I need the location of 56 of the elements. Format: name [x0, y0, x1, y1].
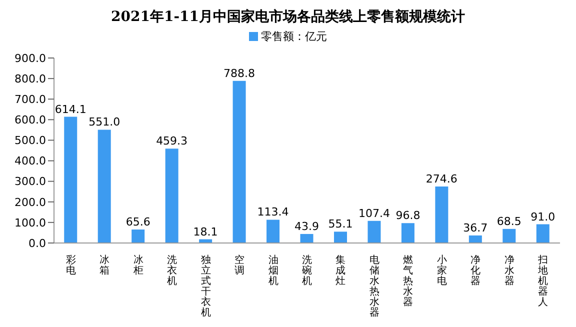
y-tick-label: 800.0 — [14, 72, 46, 86]
bar — [536, 224, 550, 243]
bar — [502, 228, 516, 243]
bar — [64, 116, 78, 243]
y-tick-label: 100.0 — [14, 216, 46, 230]
data-label: 91.0 — [530, 210, 556, 224]
data-label: 65.6 — [126, 216, 150, 229]
y-tick-label: 600.0 — [14, 114, 46, 127]
x-tick-label: 净化器 — [470, 254, 481, 287]
bar — [300, 234, 314, 243]
x-tick-label: 集成灶 — [336, 254, 346, 287]
bar — [334, 232, 347, 243]
x-tick-label: 洗衣机 — [167, 254, 178, 287]
data-label: 551.0 — [88, 116, 120, 129]
bar — [401, 223, 414, 243]
data-label: 55.1 — [328, 218, 353, 231]
legend-label: 零售额：亿元 — [261, 28, 327, 44]
data-label: 113.4 — [257, 206, 289, 219]
y-tick-label: 200.0 — [14, 196, 46, 209]
data-label: 43.9 — [294, 220, 320, 233]
x-tick-label: 冰柜 — [132, 254, 144, 276]
y-tick-label: 900.0 — [14, 52, 46, 65]
bar — [232, 80, 246, 243]
x-tick-label: 小家电 — [436, 254, 447, 287]
x-tick-label: 彩电 — [66, 254, 76, 276]
data-label: 36.7 — [463, 221, 488, 234]
x-tick-label: 净水器 — [504, 254, 514, 287]
y-tick-label: 300.0 — [14, 175, 46, 188]
data-label: 68.5 — [496, 214, 522, 228]
y-tick-label: 500.0 — [14, 134, 46, 148]
x-tick-label: 扫地机器人 — [537, 254, 548, 308]
y-tick-label: 400.0 — [14, 154, 46, 168]
y-tick-label: 0.0 — [28, 236, 46, 250]
data-label: 788.8 — [224, 66, 256, 80]
x-tick-label: 油烟机 — [268, 254, 278, 287]
bar — [266, 220, 280, 243]
data-label: 614.1 — [54, 102, 86, 116]
data-label: 96.8 — [396, 209, 420, 222]
data-label: 459.3 — [156, 134, 188, 148]
x-tick-label: 燃气热水器 — [403, 254, 414, 308]
x-tick-label: 独立式干衣机 — [200, 254, 211, 318]
x-tick-label: 电储水热水器 — [369, 254, 380, 318]
data-label: 274.6 — [426, 172, 458, 186]
data-label: 18.1 — [193, 225, 218, 238]
bar — [368, 220, 381, 243]
chart-title: 2021年1-11月中国家电市场各品类线上零售额规模统计 — [110, 8, 466, 27]
bar — [165, 148, 178, 243]
bar — [98, 130, 111, 243]
bar — [468, 235, 482, 243]
x-tick-label: 冰箱 — [100, 254, 110, 276]
y-tick-label: 700.0 — [14, 93, 46, 106]
bar — [435, 186, 448, 243]
x-tick-label: 洗碗机 — [302, 254, 312, 287]
bar — [132, 230, 145, 243]
data-label: 107.4 — [358, 206, 390, 220]
x-tick-label: 空调 — [234, 254, 245, 276]
